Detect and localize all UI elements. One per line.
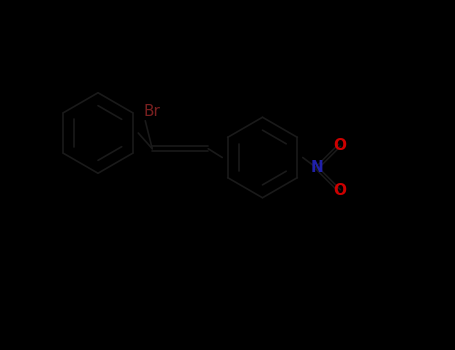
Text: N: N [310,161,323,175]
Text: Br: Br [143,104,160,119]
Text: O: O [333,183,346,198]
Text: O: O [333,138,346,153]
